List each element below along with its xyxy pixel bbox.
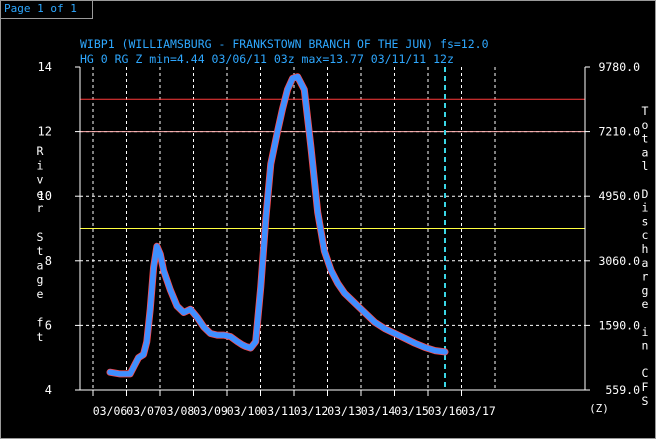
x-tick-label: 03/15 xyxy=(394,404,429,418)
data-point xyxy=(234,339,240,345)
x-tick-label: 03/06 xyxy=(93,404,128,418)
data-point xyxy=(315,209,321,215)
data-point xyxy=(295,74,301,80)
x-tick-label: 03/14 xyxy=(361,404,396,418)
y-right-tick-label: 3060.0 xyxy=(598,254,640,268)
chart-title: WIBP1 (WILLIAMSBURG - FRANKSTOWN BRANCH … xyxy=(80,37,489,51)
y-tick-label: 4 xyxy=(45,383,52,397)
chart-subtitle: HG 0 RG Z min=4.44 03/06/11 03z max=13.7… xyxy=(80,52,454,66)
data-point xyxy=(181,310,187,315)
data-point xyxy=(280,106,285,112)
x-tick-label: 03/16 xyxy=(428,404,463,418)
x-tick-label: 03/17 xyxy=(461,404,496,418)
data-point xyxy=(352,300,357,306)
data-point xyxy=(263,216,269,222)
data-point xyxy=(194,314,200,320)
x-tick-label: 03/10 xyxy=(227,404,262,418)
data-point xyxy=(372,319,378,325)
data-point xyxy=(127,371,133,377)
data-point xyxy=(412,340,418,346)
data-point xyxy=(221,332,227,338)
data-point xyxy=(328,268,334,273)
x-unit-label: (Z) xyxy=(589,402,609,415)
data-point xyxy=(187,306,193,312)
pager-box: Page 1 of 1 xyxy=(0,0,93,19)
data-point xyxy=(275,129,280,135)
data-point xyxy=(141,352,146,357)
data-point xyxy=(174,303,180,309)
data-point xyxy=(147,306,153,312)
data-point xyxy=(301,87,307,93)
data-point xyxy=(157,251,163,257)
x-tick-label: 03/08 xyxy=(160,404,195,418)
data-point xyxy=(167,287,173,293)
data-point xyxy=(228,334,234,340)
data-point xyxy=(136,355,141,361)
data-point xyxy=(342,290,347,296)
x-tick-label: 03/13 xyxy=(327,404,362,418)
data-point xyxy=(432,348,438,354)
data-point xyxy=(243,343,249,349)
x-tick-label: 03/09 xyxy=(193,404,228,418)
x-tick-label: 03/12 xyxy=(294,404,329,418)
data-point xyxy=(402,335,408,341)
data-point xyxy=(422,344,428,350)
data-point xyxy=(117,371,123,377)
data-point xyxy=(201,324,207,330)
data-point xyxy=(253,339,259,345)
data-point xyxy=(392,331,398,336)
x-tick-label: 03/11 xyxy=(260,404,295,418)
data-point xyxy=(208,331,213,336)
data-point xyxy=(382,326,388,332)
y-right-tick-label: 9780.0 xyxy=(598,60,640,74)
y-right-tick-label: 559.0 xyxy=(605,383,640,397)
data-point xyxy=(258,284,264,290)
data-point xyxy=(285,87,290,93)
data-point xyxy=(268,161,274,167)
y-tick-label: 12 xyxy=(38,125,52,139)
data-point xyxy=(132,361,138,367)
pager-label: Page 1 of 1 xyxy=(4,2,77,15)
y-right-tick-label: 7210.0 xyxy=(598,125,640,139)
y-tick-label: 6 xyxy=(45,318,52,332)
y-tick-label: 8 xyxy=(45,254,52,268)
data-point xyxy=(107,369,113,375)
series-line xyxy=(107,73,448,377)
threshold-lines xyxy=(80,98,585,229)
y-tick-label: 14 xyxy=(38,60,52,74)
data-point xyxy=(362,310,368,315)
data-point xyxy=(290,75,296,81)
x-tick-label: 03/07 xyxy=(126,404,161,418)
data-point xyxy=(144,339,150,345)
data-point xyxy=(151,264,157,270)
data-point xyxy=(248,345,254,351)
data-point xyxy=(154,243,160,249)
data-point xyxy=(161,268,167,273)
y-right-tick-label: 1590.0 xyxy=(598,318,640,332)
series-group xyxy=(106,73,449,378)
data-point xyxy=(308,145,314,151)
axes-group: 4 6 8 10 12 14 559.0 1590.0 3060.0 4950.0 7210.0 97… xyxy=(38,60,641,418)
data-point xyxy=(442,349,448,355)
y-tick-label: 10 xyxy=(38,189,52,203)
data-point xyxy=(321,248,327,254)
data-point xyxy=(214,332,220,338)
data-point xyxy=(335,280,341,286)
y-right-tick-label: 4950.0 xyxy=(598,189,640,203)
